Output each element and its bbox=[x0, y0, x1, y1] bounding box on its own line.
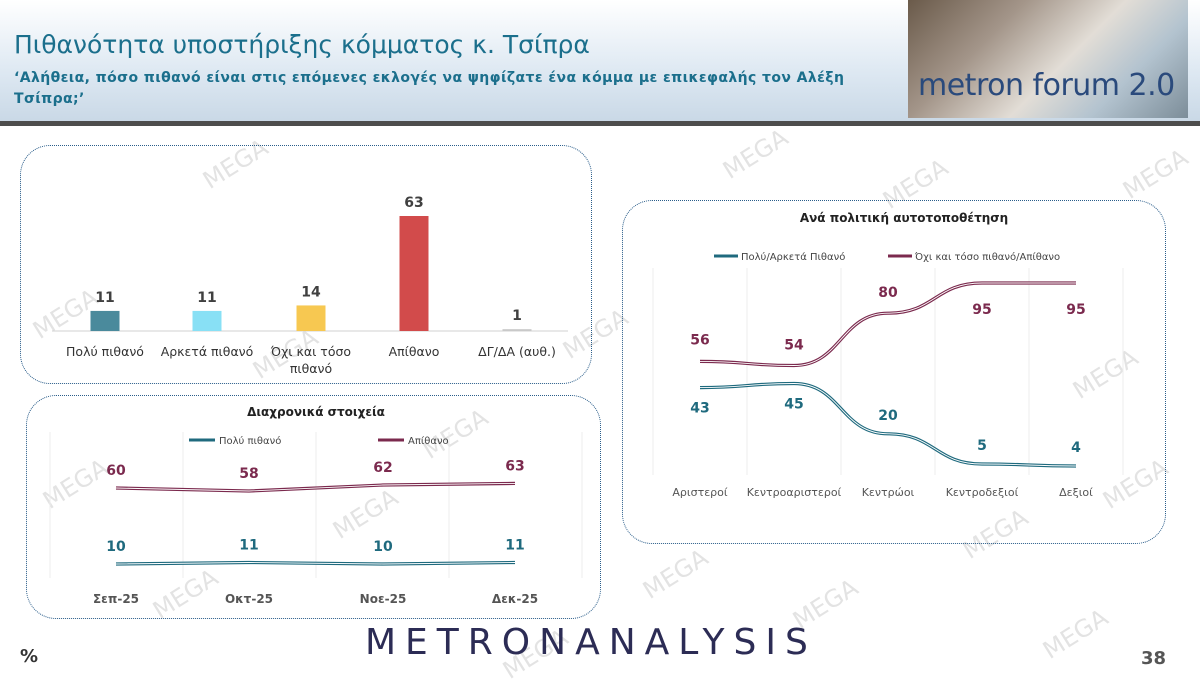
bar-3 bbox=[296, 305, 326, 331]
ideology-value-label: 80 bbox=[878, 285, 898, 301]
ideology-line-1 bbox=[699, 381, 1077, 468]
bar-category-label: ΔΓ/ΔΑ (αυθ.) bbox=[478, 344, 556, 359]
page-number: 38 bbox=[1141, 648, 1167, 669]
bar-category-label: Αρκετά πιθανό bbox=[161, 344, 254, 359]
trend-chart-title: Διαχρονικά στοιχεία bbox=[247, 405, 385, 419]
forum-logo-text: metron forum 2.0 bbox=[918, 68, 1175, 103]
trend-value-label: 60 bbox=[106, 463, 126, 479]
bar-category-label: Απίθανο bbox=[389, 344, 440, 359]
bar-value-label: 11 bbox=[197, 290, 216, 306]
forum-logo-image: metron forum 2.0 bbox=[908, 0, 1188, 118]
bar-value-label: 63 bbox=[404, 195, 423, 211]
trend-legend-label: Απίθανο bbox=[408, 435, 449, 447]
metron-analysis-logo: METRONANALYSIS bbox=[365, 622, 817, 663]
ideology-category-label: Κεντροαριστεροί bbox=[747, 486, 842, 499]
bar-4 bbox=[399, 216, 429, 331]
trend-value-label: 63 bbox=[505, 458, 524, 474]
ideology-category-label: Δεξιοί bbox=[1059, 486, 1093, 499]
bar-value-label: 1 bbox=[512, 308, 522, 324]
trend-value-label: 58 bbox=[239, 466, 258, 482]
header-divider bbox=[0, 121, 1200, 126]
bar-5 bbox=[502, 329, 532, 331]
ideology-value-label: 95 bbox=[972, 302, 991, 318]
ideology-line-highlight bbox=[699, 282, 1076, 366]
trend-chart-panel bbox=[26, 395, 601, 619]
trend-category-label: Δεκ-25 bbox=[492, 592, 538, 606]
ideology-category-label: Κεντροδεξιοί bbox=[946, 486, 1019, 499]
ideology-category-label: Αριστεροί bbox=[672, 486, 727, 499]
trend-legend-label: Πολύ πιθανό bbox=[219, 435, 281, 447]
ideology-value-label: 45 bbox=[784, 397, 803, 413]
ideology-value-label: 5 bbox=[977, 438, 987, 454]
ideology-value-label: 56 bbox=[690, 332, 709, 348]
ideology-chart-title: Ανά πολιτική αυτοτοποθέτηση bbox=[800, 211, 1008, 225]
ideology-category-label: Κεντρώοι bbox=[862, 486, 915, 499]
bar-category-label: Όχι και τόσο πιθανό bbox=[270, 344, 351, 376]
trend-line-highlight bbox=[115, 482, 516, 492]
page-title: Πιθανότητα υποστήριξης κόμματος κ. Τσίπρ… bbox=[14, 30, 590, 59]
bar-value-label: 11 bbox=[95, 290, 114, 306]
trend-category-label: Νοε-25 bbox=[360, 592, 407, 606]
trend-category-label: Οκτ-25 bbox=[225, 592, 273, 606]
trend-value-label: 62 bbox=[373, 460, 392, 476]
percent-unit-label: % bbox=[20, 646, 39, 667]
ideology-value-label: 4 bbox=[1071, 440, 1081, 456]
ideology-legend-label: Πολύ/Αρκετά Πιθανό bbox=[741, 251, 845, 263]
ideology-legend-label: Όχι και τόσο πιθανό/Απίθανο bbox=[914, 251, 1060, 263]
ideology-line-highlight bbox=[699, 383, 1077, 467]
bar-category-label: Πολύ πιθανό bbox=[66, 344, 144, 359]
trend-value-label: 10 bbox=[106, 539, 126, 555]
bar-1 bbox=[90, 310, 120, 331]
trend-value-label: 10 bbox=[373, 539, 393, 555]
ideology-value-label: 20 bbox=[878, 408, 898, 424]
bar-chart-panel bbox=[20, 145, 592, 384]
ideology-value-label: 43 bbox=[690, 401, 709, 417]
trend-value-label: 11 bbox=[239, 537, 258, 553]
trend-line-highlight bbox=[115, 562, 516, 565]
page-subtitle: ‘Αλήθεια, πόσο πιθανό είναι στις επόμενε… bbox=[14, 70, 845, 107]
ideology-value-label: 54 bbox=[784, 337, 804, 353]
trend-value-label: 11 bbox=[505, 537, 524, 553]
bar-value-label: 14 bbox=[301, 284, 321, 300]
trend-category-label: Σεπ-25 bbox=[93, 592, 139, 606]
ideology-value-label: 95 bbox=[1066, 302, 1085, 318]
bar-2 bbox=[192, 310, 222, 331]
ideology-chart-panel bbox=[622, 200, 1166, 544]
